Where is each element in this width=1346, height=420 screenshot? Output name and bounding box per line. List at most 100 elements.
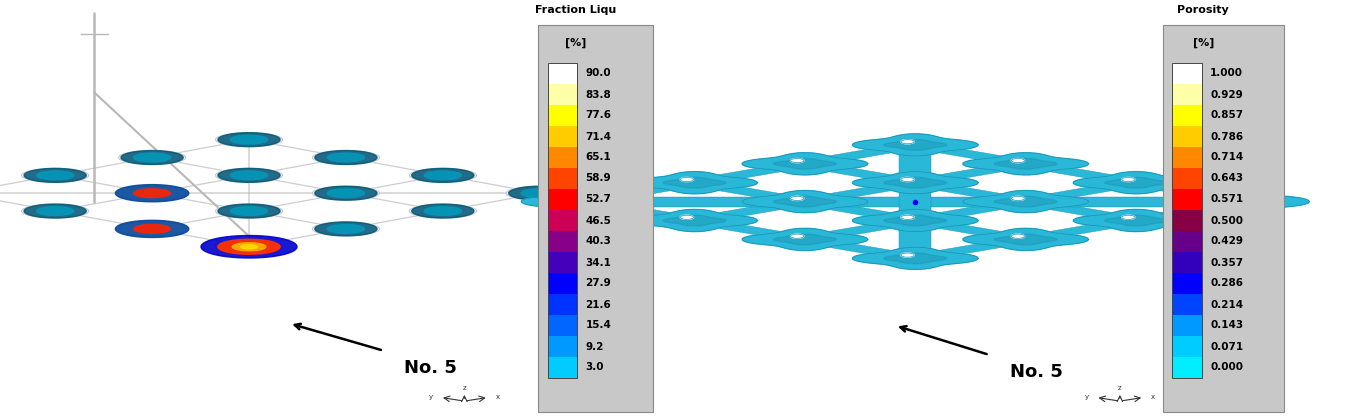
Text: 15.4: 15.4: [586, 320, 611, 331]
Text: 34.1: 34.1: [586, 257, 611, 268]
Polygon shape: [36, 207, 74, 215]
Polygon shape: [995, 196, 1057, 207]
Polygon shape: [230, 171, 268, 180]
Text: 0.000: 0.000: [1210, 362, 1244, 373]
Circle shape: [900, 215, 914, 219]
Polygon shape: [409, 168, 476, 182]
Polygon shape: [424, 207, 462, 215]
Polygon shape: [664, 177, 725, 188]
Polygon shape: [230, 207, 268, 215]
FancyBboxPatch shape: [1172, 231, 1202, 252]
Circle shape: [1121, 177, 1135, 181]
Polygon shape: [22, 204, 89, 218]
Polygon shape: [884, 139, 946, 150]
Polygon shape: [884, 253, 946, 264]
Text: [%]: [%]: [565, 38, 587, 48]
Polygon shape: [424, 207, 462, 215]
Polygon shape: [215, 133, 283, 147]
FancyBboxPatch shape: [1172, 105, 1202, 126]
Polygon shape: [230, 136, 268, 143]
FancyBboxPatch shape: [548, 231, 577, 252]
Polygon shape: [774, 158, 836, 169]
Polygon shape: [689, 180, 1031, 242]
Polygon shape: [36, 171, 74, 180]
FancyBboxPatch shape: [548, 63, 577, 84]
Circle shape: [790, 196, 804, 200]
Polygon shape: [118, 222, 186, 236]
Polygon shape: [424, 171, 462, 180]
Text: 58.9: 58.9: [586, 173, 611, 184]
Polygon shape: [506, 186, 573, 200]
FancyBboxPatch shape: [548, 294, 577, 315]
Polygon shape: [962, 191, 1089, 213]
Text: 0.071: 0.071: [1210, 341, 1244, 352]
Polygon shape: [133, 225, 171, 233]
Text: y: y: [1085, 394, 1089, 400]
Polygon shape: [116, 220, 188, 237]
Polygon shape: [327, 225, 365, 233]
Text: 0.857: 0.857: [1210, 110, 1244, 121]
Polygon shape: [1073, 210, 1199, 231]
Polygon shape: [1073, 172, 1199, 194]
Text: 0.786: 0.786: [1210, 131, 1244, 142]
Text: 46.5: 46.5: [586, 215, 611, 226]
Text: [%]: [%]: [1193, 38, 1214, 48]
Polygon shape: [133, 154, 171, 161]
Polygon shape: [327, 189, 365, 197]
FancyBboxPatch shape: [548, 273, 577, 294]
Polygon shape: [631, 210, 758, 231]
Text: 77.6: 77.6: [586, 110, 611, 121]
Polygon shape: [241, 245, 257, 249]
Polygon shape: [230, 243, 268, 250]
Polygon shape: [36, 207, 74, 215]
Polygon shape: [315, 222, 377, 236]
Text: 0.357: 0.357: [1210, 257, 1244, 268]
Polygon shape: [312, 222, 380, 236]
FancyBboxPatch shape: [548, 210, 577, 231]
Text: 52.7: 52.7: [586, 194, 611, 205]
Text: 27.9: 27.9: [586, 278, 611, 289]
Polygon shape: [774, 234, 836, 245]
Polygon shape: [852, 134, 979, 156]
FancyBboxPatch shape: [1172, 315, 1202, 336]
Text: 3.0: 3.0: [586, 362, 604, 373]
Polygon shape: [215, 240, 283, 254]
Circle shape: [1011, 234, 1024, 238]
Polygon shape: [218, 168, 280, 182]
Polygon shape: [218, 239, 280, 254]
Circle shape: [1121, 215, 1135, 219]
Polygon shape: [230, 207, 268, 215]
Polygon shape: [22, 168, 89, 182]
Polygon shape: [24, 204, 86, 218]
Polygon shape: [800, 180, 1141, 242]
FancyBboxPatch shape: [548, 252, 577, 273]
Text: 21.6: 21.6: [586, 299, 611, 310]
Polygon shape: [409, 204, 476, 218]
Polygon shape: [312, 151, 380, 164]
Polygon shape: [412, 204, 474, 218]
FancyBboxPatch shape: [1172, 147, 1202, 168]
Circle shape: [1232, 196, 1245, 200]
Text: 0.286: 0.286: [1210, 278, 1244, 289]
Polygon shape: [553, 196, 615, 207]
FancyBboxPatch shape: [1172, 357, 1202, 378]
Text: x: x: [495, 394, 499, 400]
FancyBboxPatch shape: [538, 25, 653, 412]
Text: z: z: [1119, 385, 1121, 391]
Polygon shape: [118, 186, 186, 200]
Polygon shape: [133, 189, 171, 197]
Circle shape: [1011, 158, 1024, 163]
Text: 9.2: 9.2: [586, 341, 604, 352]
Text: 65.1: 65.1: [586, 152, 611, 163]
Text: No. 5: No. 5: [1010, 363, 1062, 381]
Polygon shape: [218, 133, 280, 147]
Text: 0.714: 0.714: [1210, 152, 1244, 163]
Polygon shape: [118, 151, 186, 164]
Circle shape: [900, 177, 914, 181]
Polygon shape: [884, 215, 946, 226]
Text: 0.214: 0.214: [1210, 299, 1244, 310]
Circle shape: [900, 253, 914, 257]
Polygon shape: [1105, 215, 1167, 226]
Polygon shape: [995, 234, 1057, 245]
FancyBboxPatch shape: [548, 84, 577, 105]
